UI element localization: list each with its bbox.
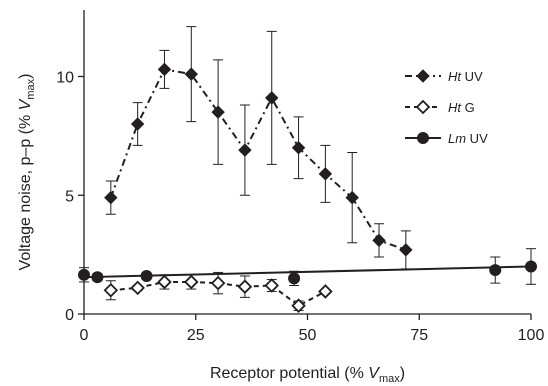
y-axis-label: Voltage noise, p–p (% Vmax) xyxy=(17,74,37,271)
legend-label: Lm UV xyxy=(448,131,488,146)
data-point xyxy=(211,105,225,119)
axis-label-part: ) xyxy=(400,365,405,382)
y-tick-label: 0 xyxy=(65,307,74,324)
data-point xyxy=(140,270,153,282)
y-tick-label: 5 xyxy=(65,188,74,205)
data-point xyxy=(345,190,359,205)
axis-label-part: Voltage noise, p–p (% xyxy=(17,110,34,270)
data-point xyxy=(78,268,90,281)
legend-marker xyxy=(415,99,431,115)
data-point xyxy=(238,143,252,157)
data-point xyxy=(184,274,199,290)
legend-label-rest: G xyxy=(461,100,475,115)
data-point xyxy=(291,141,306,155)
x-tick-label: 50 xyxy=(299,327,317,344)
series-line xyxy=(83,265,532,279)
legend-label: Ht UV xyxy=(448,69,483,84)
x-tick-label: 25 xyxy=(187,327,205,344)
data-point xyxy=(130,117,145,131)
legend-item: Ht G xyxy=(405,99,475,115)
data-point xyxy=(318,167,333,181)
legend-item: Ht UV xyxy=(405,69,483,84)
series-line xyxy=(109,68,407,251)
data-point xyxy=(91,271,104,284)
data-point xyxy=(489,264,502,277)
data-point xyxy=(103,282,119,298)
data-point xyxy=(399,243,413,257)
series-1 xyxy=(104,26,413,270)
data-point xyxy=(184,67,198,81)
data-point xyxy=(237,279,253,294)
legend-label-rest: UV xyxy=(461,69,483,84)
data-point xyxy=(288,272,301,285)
axis-label-part: V xyxy=(368,365,380,382)
data-point xyxy=(318,284,333,299)
legend-label: Ht G xyxy=(448,100,475,115)
legend-item: Lm UV xyxy=(405,131,488,146)
legend-label-rest: UV xyxy=(466,131,488,146)
axis-label-part: ) xyxy=(17,74,34,79)
data-point xyxy=(525,260,537,273)
x-tick-label: 100 xyxy=(518,327,545,344)
legend-label-italic: Ht xyxy=(448,69,462,84)
axis-label-subscript: max xyxy=(25,78,37,99)
axis-label-subscript: max xyxy=(379,373,400,385)
x-tick-label: 0 xyxy=(80,327,89,344)
axis-label-part: Receptor potential (% xyxy=(210,365,368,382)
data-point xyxy=(265,91,279,105)
y-tick-label: 10 xyxy=(56,70,74,87)
legend-marker xyxy=(417,132,429,144)
legend-label-italic: Ht xyxy=(448,100,462,115)
axis-label-part: V xyxy=(17,98,34,110)
data-point xyxy=(157,62,172,77)
data-point xyxy=(157,274,172,290)
data-point xyxy=(104,190,118,205)
data-point xyxy=(264,278,280,293)
data-point xyxy=(130,280,145,296)
series-2 xyxy=(103,271,333,313)
x-tick-label: 75 xyxy=(410,327,428,344)
legend-marker xyxy=(416,69,430,83)
series-3 xyxy=(78,248,537,286)
legend-label-italic: Lm xyxy=(448,131,466,146)
data-point xyxy=(291,298,306,313)
plot-area xyxy=(78,26,537,313)
data-point xyxy=(210,275,226,291)
axes: 0 25 50 75 100 0 5 10 xyxy=(56,10,544,344)
x-axis-label: Receptor potential (% Vmax) xyxy=(210,365,405,385)
data-point xyxy=(372,233,386,248)
